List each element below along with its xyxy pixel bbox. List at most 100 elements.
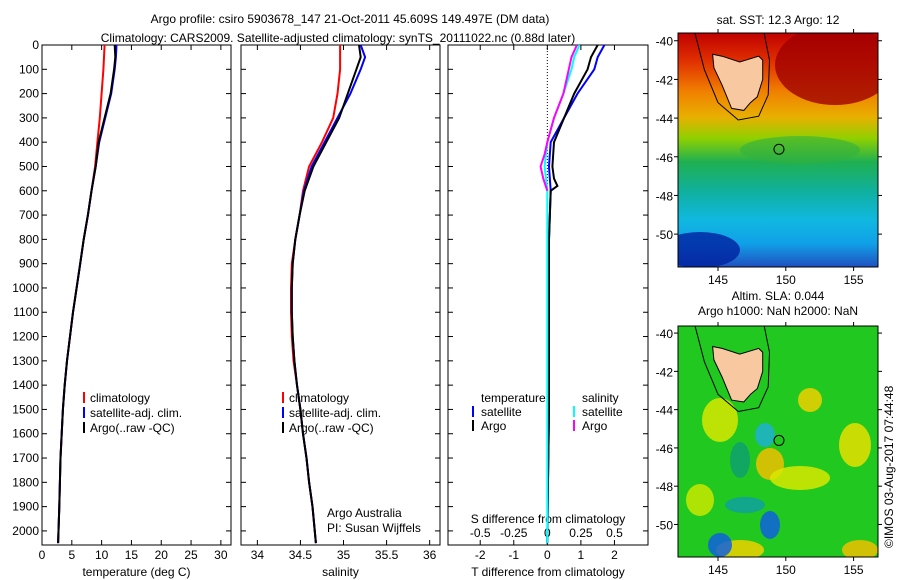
lat-tick-label: -40 (656, 327, 674, 341)
map-frame (677, 32, 879, 268)
x-tick-label: 34 (251, 548, 265, 562)
lat-tick-label: -44 (656, 112, 674, 126)
tasmania-landmass (712, 53, 764, 111)
lon-tick-label: 150 (776, 563, 796, 577)
x-tick-label: 1 (578, 548, 585, 562)
x-tick-label: 20 (155, 548, 169, 562)
bathymetry-contour (694, 326, 771, 413)
tasmania-landmass (712, 345, 764, 403)
title-line-2: Climatology: CARS2009. Satellite-adjuste… (101, 31, 575, 45)
legend-label: Argo(..raw -QC) (90, 421, 175, 435)
x-tick-label: -2 (475, 548, 486, 562)
attribution-line-1: Argo Australia (327, 506, 402, 520)
legend-label: Argo(..raw -QC) (289, 421, 374, 435)
y-tick-label: 300 (19, 111, 39, 125)
x-tick-label: -1 (508, 548, 519, 562)
panel-temperature: 0 5 10 15 20 25 30 temperature (deg C) 0 100 200 30… (12, 38, 232, 579)
sla-map-title-2: Argo h1000: NaN h2000: NaN (698, 304, 858, 318)
legend-label: Argo (481, 419, 507, 433)
y-tick-label: 1500 (12, 402, 39, 416)
legend-label: climatology (289, 391, 349, 405)
series-s-argo (539, 44, 578, 192)
x-tick-label: 5 (68, 548, 75, 562)
x-tick-label: 30 (214, 548, 228, 562)
y-tick-label: 600 (19, 184, 39, 198)
y-tick-label: 1900 (12, 500, 39, 514)
title-line-1: Argo profile: csiro 5903678_147 21-Oct-2… (151, 12, 550, 26)
x-tick-label: 0 (544, 548, 551, 562)
legend-label: satellite (582, 405, 623, 419)
panel-difference: -2 -1 0 1 2 T difference from climatology -0.5… (447, 44, 649, 579)
x-tick-label: 35 (337, 548, 351, 562)
y-tick-label: 0 (32, 38, 39, 52)
sst-map-title: sat. SST: 12.3 Argo: 12 (717, 13, 840, 27)
map-sla: 145 150 155 -40 -42 -44 -46 -48 -50 Altim. SLA: 0… (656, 289, 882, 577)
series-s-satellite (543, 44, 581, 544)
plot-frame (41, 44, 232, 546)
x-tick-label: 25 (184, 548, 198, 562)
attribution-line-2: PI: Susan Wijffels (327, 521, 421, 535)
y-tick-label: 200 (19, 87, 39, 101)
y-tick-label: 1300 (12, 354, 39, 368)
legend-label: satellite (481, 405, 522, 419)
s-tick-label: -0.25 (500, 526, 528, 540)
x-axis-label: salinity (322, 565, 359, 579)
x-tick-label: 2 (611, 548, 618, 562)
legend-label: Argo (582, 419, 608, 433)
x-tick-label: 36 (423, 548, 437, 562)
y-tick-label: 1700 (12, 451, 39, 465)
lat-tick-label: -48 (656, 480, 674, 494)
legend-title-temperature: temperature (481, 391, 546, 405)
lat-tick-label: -42 (656, 365, 674, 379)
y-tick-label: 700 (19, 208, 39, 222)
legend-label: climatology (90, 391, 150, 405)
y-tick-label: 1100 (13, 305, 39, 319)
y-tick-label: 1200 (12, 330, 39, 344)
lat-tick-label: -46 (656, 442, 674, 456)
map-frame (677, 325, 879, 558)
y-tick-label: 1600 (12, 427, 39, 441)
x-axis-label: T difference from climatology (471, 565, 625, 579)
plot-frame (240, 44, 441, 546)
y-tick-label: 400 (19, 135, 39, 149)
x-tick-label: 10 (95, 548, 109, 562)
argo-float-marker (773, 143, 785, 155)
s-tick-label: -0.5 (470, 526, 491, 540)
lat-tick-label: -42 (656, 73, 674, 87)
y-tick-label: 800 (19, 232, 39, 246)
y-tick-label: 1400 (12, 378, 39, 392)
imos-credit: ©IMOS 03-Aug-2017 07:44:48 (882, 385, 896, 548)
x-axis-label: temperature (deg C) (82, 565, 190, 579)
x-tick-label: 0 (39, 548, 46, 562)
lon-tick-label: 145 (708, 273, 728, 287)
s-tick-label: 0.25 (569, 526, 593, 540)
s-tick-label: 0.5 (606, 526, 623, 540)
x-tick-label: 15 (125, 548, 139, 562)
legend-title-salinity: salinity (582, 391, 619, 405)
sla-map-title-1: Altim. SLA: 0.044 (732, 289, 825, 303)
x-tick-label: 35.5 (375, 548, 399, 562)
argo-float-marker (773, 434, 785, 446)
legend-label: satellite-adj. clim. (90, 406, 182, 420)
legend-label: satellite-adj. clim. (289, 406, 381, 420)
lat-tick-label: -50 (656, 518, 674, 532)
series-argo-raw-qc- (290, 44, 362, 544)
lat-tick-label: -40 (656, 35, 674, 49)
map-sst: 145 150 155 -40 -42 -44 -46 -48 -50 sat. SST: 12.… (656, 13, 882, 287)
y-tick-label: 1000 (12, 281, 39, 295)
y-tick-label: 900 (19, 257, 39, 271)
y-tick-label: 1800 (12, 475, 39, 489)
lon-tick-label: 150 (776, 273, 796, 287)
lat-tick-label: -46 (656, 151, 674, 165)
lat-tick-label: -48 (656, 189, 674, 203)
lon-tick-label: 155 (844, 273, 864, 287)
bathymetry-contour (694, 33, 771, 121)
lon-tick-label: 145 (708, 563, 728, 577)
map-field (678, 33, 878, 267)
y-tick-label: 2000 (12, 524, 39, 538)
series-t-argo (546, 44, 599, 544)
y-tick-label: 500 (19, 159, 39, 173)
y-tick-label: 100 (19, 62, 39, 76)
series-argo-raw-qc- (57, 44, 117, 544)
